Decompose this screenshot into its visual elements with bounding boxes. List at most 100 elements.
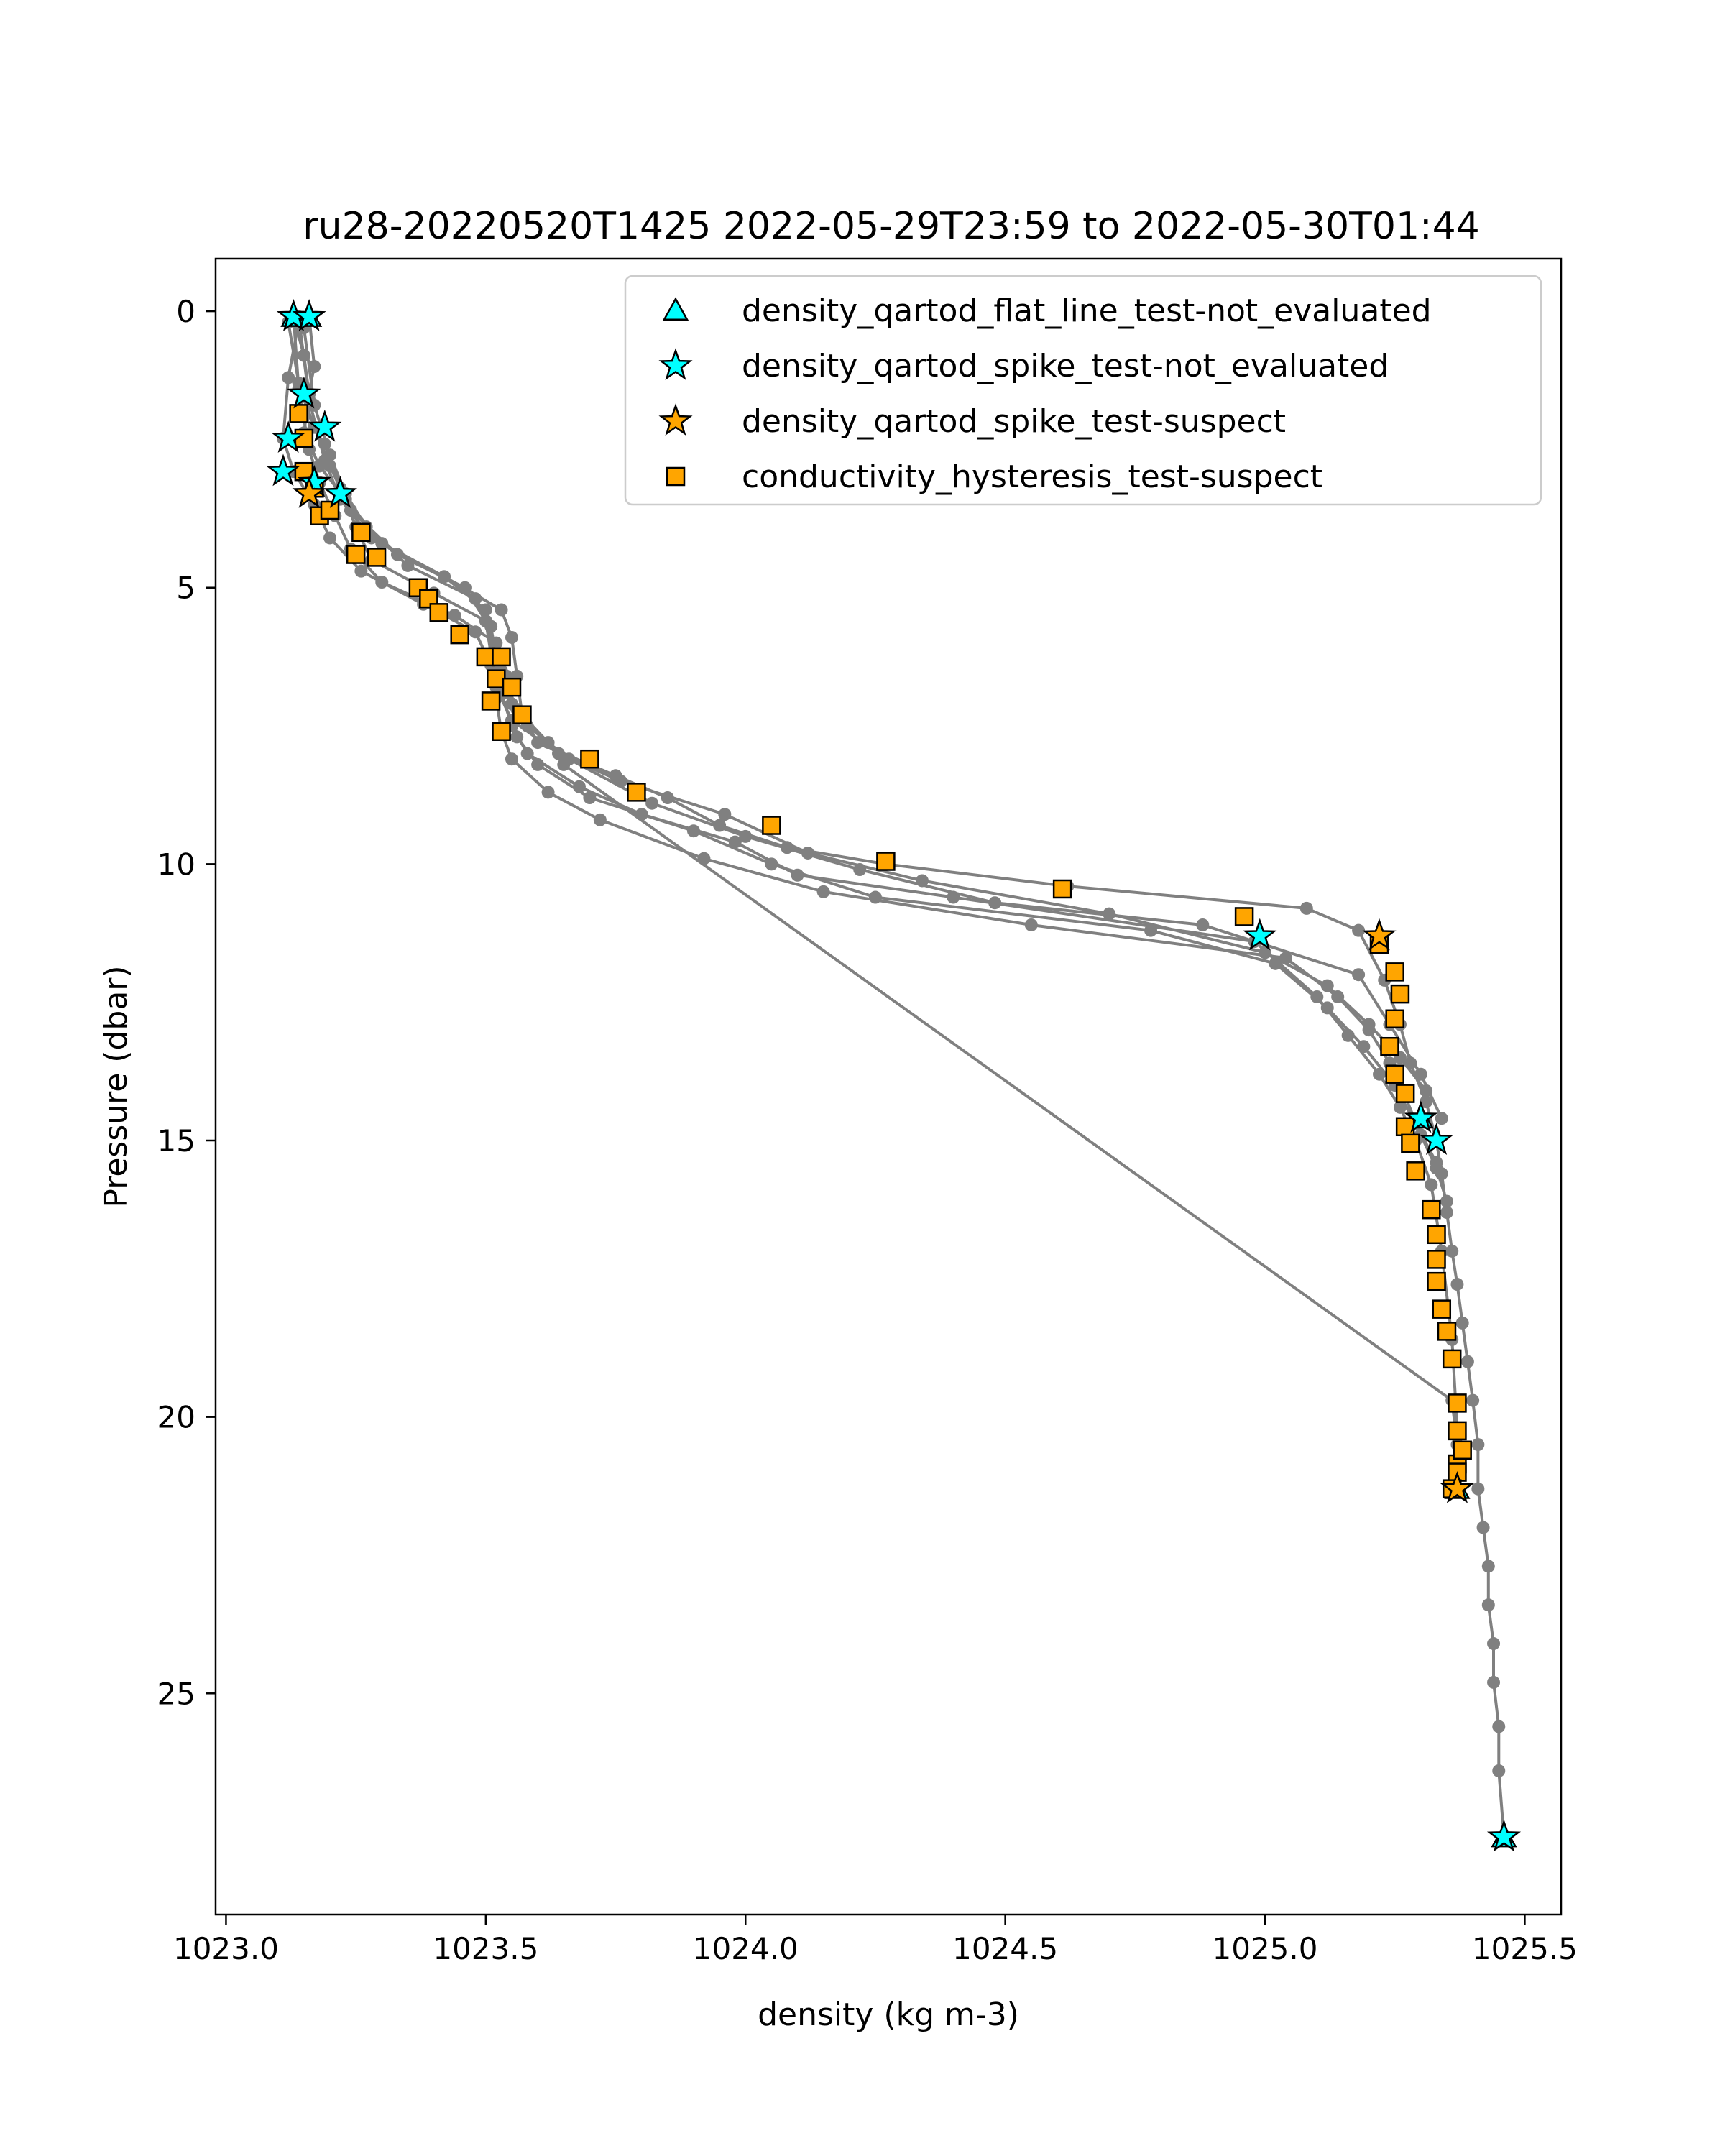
legend-label: density_qartod_spike_test-not_evaluated	[742, 348, 1389, 384]
profile-point	[1420, 1084, 1433, 1097]
profile-point	[1487, 1675, 1501, 1689]
series-3-point	[492, 722, 511, 741]
legend-label: conductivity_hysteresis_test-suspect	[742, 459, 1322, 495]
profile-point	[1357, 1040, 1371, 1054]
profile-point	[1103, 907, 1116, 921]
profile-point	[1481, 1598, 1495, 1612]
legend-marker-0	[662, 297, 689, 321]
profile-point	[375, 576, 389, 589]
chart-title: ru28-20220520T1425 2022-05-29T23:59 to 2…	[303, 205, 1479, 248]
profile-point	[308, 360, 321, 374]
series-3-point	[580, 749, 599, 769]
profile-point	[1466, 1393, 1480, 1407]
series-1-point	[271, 420, 305, 453]
y-tick-label: 25	[157, 1676, 196, 1711]
profile-point	[915, 874, 929, 888]
profile-point	[765, 857, 778, 871]
profile-point	[801, 846, 814, 860]
profile-point	[1259, 946, 1272, 959]
profile-point	[354, 564, 368, 578]
y-tick-label: 15	[157, 1123, 196, 1158]
series-2-point	[1440, 1470, 1474, 1503]
profile-point	[438, 570, 451, 584]
profile-point	[728, 835, 742, 849]
profile-point	[1476, 1521, 1490, 1534]
series-3-point	[1422, 1199, 1441, 1220]
profile-point	[1450, 1278, 1464, 1291]
x-tick-label: 1025.5	[1472, 1931, 1578, 1966]
profile-point	[645, 796, 659, 810]
y-tick-label: 0	[176, 294, 196, 329]
series-3-point	[1427, 1225, 1446, 1245]
profile-point	[1471, 1482, 1485, 1496]
series-3-point	[1395, 1117, 1415, 1137]
y-axis-label: Pressure (dbar)	[98, 965, 134, 1207]
series-3-point	[346, 545, 366, 564]
x-tick-label: 1024.0	[693, 1931, 799, 1966]
profile-point	[1414, 1067, 1427, 1081]
profile-point	[541, 736, 555, 750]
series-1-point	[287, 376, 321, 409]
x-axis-label: density (kg m-3)	[758, 1996, 1019, 2033]
series-3-point	[481, 691, 501, 711]
profile-point	[1481, 1560, 1495, 1573]
series-3-point	[351, 522, 371, 543]
x-tick-label: 1023.0	[173, 1931, 279, 1966]
profile-point	[1320, 979, 1334, 992]
y-tick-label: 20	[157, 1400, 196, 1435]
series-2-point	[1362, 918, 1397, 951]
series-3-point	[289, 404, 308, 423]
profile-point	[1352, 923, 1366, 937]
x-tick-label: 1024.5	[952, 1931, 1058, 1966]
series-3-point	[294, 428, 314, 448]
profile-point	[1430, 1156, 1443, 1169]
series-3-point	[1385, 1064, 1404, 1084]
legend-box	[624, 275, 1542, 506]
profile-point	[1420, 1095, 1433, 1109]
legend-label: density_qartod_spike_test-suspect	[742, 403, 1286, 440]
profile-point	[323, 531, 337, 545]
series-3-point	[1401, 1133, 1420, 1153]
profile-point	[531, 736, 545, 750]
series-1-point	[292, 299, 326, 331]
plot-area	[214, 257, 1563, 1916]
profile-point	[505, 630, 518, 644]
series-3-point	[627, 783, 646, 802]
y-tick-label: 10	[157, 847, 196, 882]
profile-point	[448, 609, 461, 622]
profile-point	[1320, 1001, 1334, 1015]
series-3-point	[1052, 879, 1072, 899]
profile-point	[718, 808, 732, 821]
series-3-point	[1380, 1036, 1399, 1056]
profile-point	[1362, 1018, 1376, 1031]
series-3-point	[320, 500, 340, 520]
profile-point	[1471, 1438, 1485, 1452]
series-3-point	[450, 625, 469, 645]
legend-marker-2	[658, 403, 693, 436]
profile-point	[318, 453, 331, 467]
series-2-point	[292, 476, 326, 508]
profile-point	[593, 813, 607, 826]
series-3-point	[492, 647, 511, 667]
y-tick-label: 5	[176, 571, 196, 606]
profile-point	[1492, 1764, 1506, 1777]
profile-point	[557, 757, 571, 771]
series-1-point	[323, 476, 357, 508]
series-1-point	[1243, 918, 1277, 951]
profile-point	[1300, 901, 1313, 915]
series-3-point	[476, 647, 496, 667]
series-3-point	[762, 816, 781, 835]
profile-point	[816, 885, 830, 898]
profile-point	[1440, 1206, 1453, 1220]
profile-point	[1455, 1316, 1469, 1330]
profile-point	[1393, 1100, 1407, 1114]
profile-point	[282, 371, 295, 384]
axes-frame	[214, 257, 1563, 1916]
profile-point	[505, 752, 518, 766]
series-3-point	[1448, 1421, 1467, 1441]
series-3-point	[367, 548, 387, 567]
series-3-point	[1395, 1084, 1415, 1103]
series-3-point	[1385, 1009, 1404, 1029]
profile-point	[1425, 1178, 1438, 1192]
